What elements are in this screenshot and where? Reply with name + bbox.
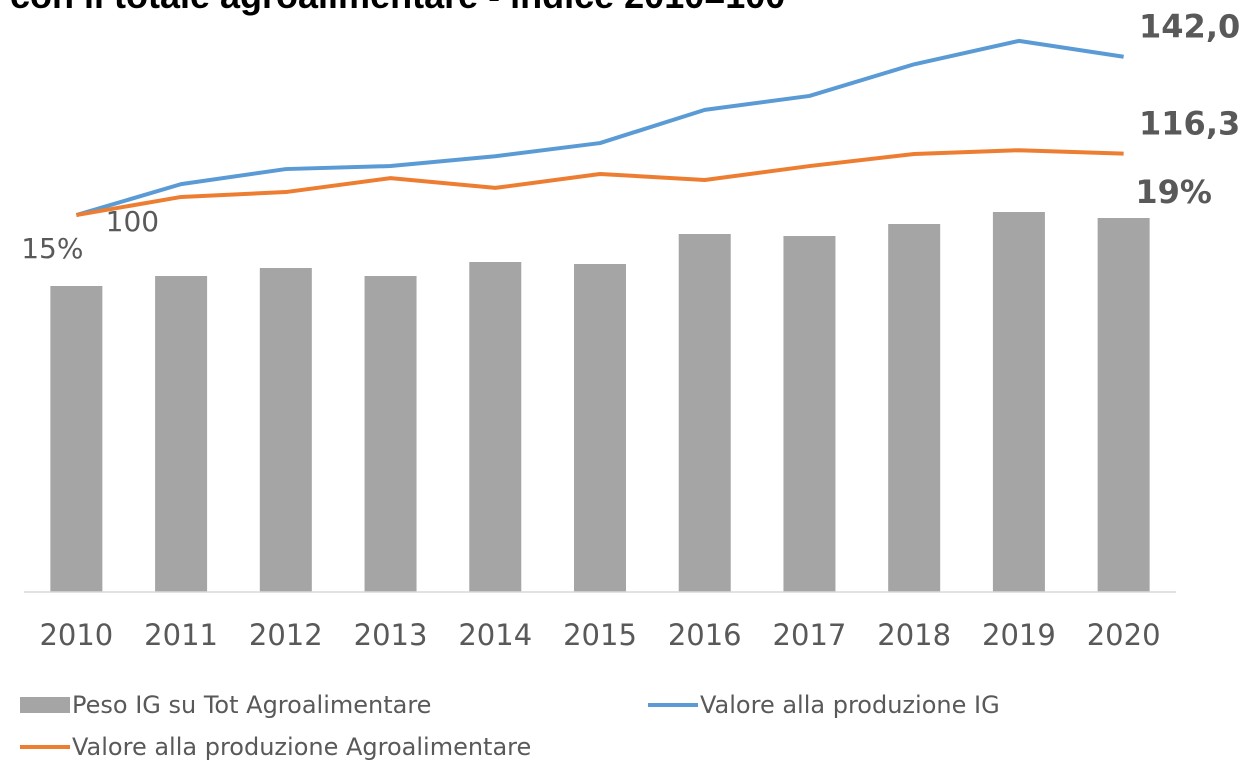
x-tick-label: 2014 [458, 618, 532, 652]
x-tick-label: 2019 [982, 618, 1056, 652]
legend-swatch [20, 697, 70, 713]
legend-label: Valore alla produzione Agroalimentare [72, 733, 531, 761]
bar [888, 224, 941, 592]
bar [155, 276, 208, 592]
x-tick-label: 2010 [39, 618, 113, 652]
legend-label: Valore alla produzione IG [700, 691, 1000, 719]
x-tick-label: 2015 [563, 618, 637, 652]
x-tick-label: 2016 [668, 618, 742, 652]
bar [469, 262, 522, 592]
data-label: 142,0 [1139, 8, 1240, 46]
x-tick-label: 2017 [773, 618, 847, 652]
x-tick-label: 2013 [354, 618, 428, 652]
line-series [76, 148, 1124, 218]
line-series [75, 38, 1124, 217]
x-tick-label: 2012 [249, 618, 323, 652]
x-tick-label: 2011 [144, 618, 218, 652]
bar [50, 286, 103, 592]
x-tick-label: 2020 [1087, 618, 1161, 652]
bar [783, 236, 836, 592]
bar [678, 234, 731, 592]
bar [574, 264, 626, 592]
data-label: 100 [106, 205, 159, 238]
bar [364, 276, 417, 592]
chart-title: con il totale agroalimentare - indice 20… [10, 0, 785, 16]
bar [1097, 218, 1150, 592]
data-label: 116,3 [1139, 105, 1240, 143]
legend-label: Peso IG su Tot Agroalimentare [72, 691, 431, 719]
bar [259, 268, 312, 592]
x-tick-label: 2018 [877, 618, 951, 652]
data-label: 15% [21, 232, 83, 265]
data-label: 19% [1135, 173, 1212, 211]
bar [992, 212, 1045, 592]
